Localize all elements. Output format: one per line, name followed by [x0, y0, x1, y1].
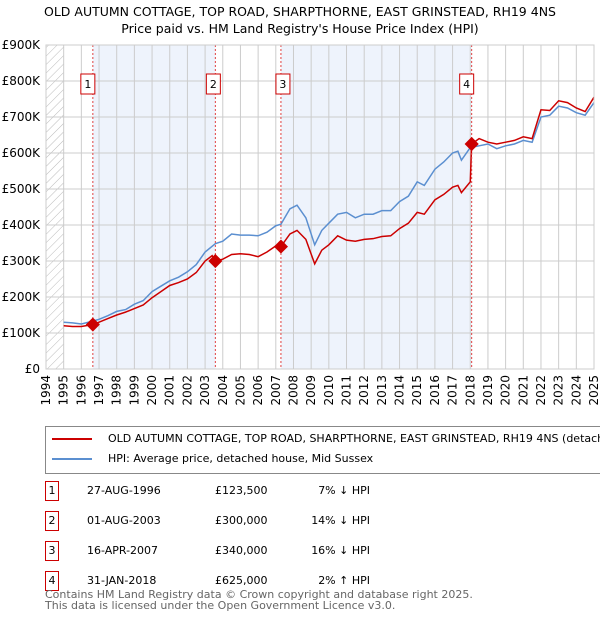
x-tick-label: 2011: [340, 375, 354, 406]
sale-point: [208, 253, 223, 269]
y-tick-label: £800K: [2, 74, 42, 88]
sale-label: 1: [84, 78, 91, 91]
sale-label: 3: [279, 78, 286, 91]
hpi-line: [63, 102, 595, 325]
sale-hpi-diff: 7% ↓ HPI: [318, 484, 370, 497]
x-tick-label: 1998: [110, 375, 124, 406]
x-tick-label: 2004: [216, 375, 230, 406]
footer: Contains HM Land Registry data © Crown c…: [45, 589, 473, 611]
y-tick-label: £400K: [2, 218, 42, 232]
sale-price: £340,000: [215, 544, 268, 557]
sale-period-shade: [92, 45, 216, 369]
x-tick-label: 2013: [375, 375, 389, 406]
sale-price: £123,500: [215, 484, 268, 497]
x-tick-label: 2024: [569, 375, 583, 406]
property-price-line: [63, 96, 595, 328]
pre-data-hatch: [46, 45, 64, 369]
legend: OLD AUTUMN COTTAGE, TOP ROAD, SHARPTHORN…: [45, 426, 600, 474]
sale-label-box: [275, 73, 291, 95]
y-tick-label: £600K: [2, 146, 42, 160]
y-tick-label: £0: [25, 362, 40, 376]
x-tick-label: 2012: [357, 375, 371, 406]
x-tick-label: 2003: [198, 375, 212, 406]
plot-frame: [45, 44, 595, 370]
y-tick-label: £200K: [2, 290, 42, 304]
x-tick-label: 2018: [463, 375, 477, 406]
x-tick-label: 2014: [393, 375, 407, 406]
sale-label-box: [459, 73, 475, 95]
x-tick-label: 2022: [534, 375, 548, 406]
x-tick-label: 1995: [57, 375, 71, 406]
sale-label: 4: [463, 78, 470, 91]
x-tick-label: 2009: [304, 375, 318, 406]
sale-row: 3 16-APR-2007 £340,000 16% ↓ HPI: [45, 541, 445, 561]
sale-date: 16-APR-2007: [87, 544, 159, 557]
y-tick-label: £700K: [2, 110, 42, 124]
sale-point: [273, 239, 289, 254]
x-tick-label: 2016: [428, 375, 442, 406]
x-tick-label: 2023: [552, 375, 566, 406]
x-tick-label: 2000: [145, 375, 159, 406]
sale-row: 4 31-JAN-2018 £625,000 2% ↑ HPI: [45, 571, 445, 591]
x-tick-label: 1999: [127, 375, 141, 406]
x-tick-label: 2020: [499, 375, 513, 406]
x-tick-label: 1997: [92, 375, 106, 406]
legend-red-line: [52, 437, 92, 440]
y-tick-label: £900K: [2, 38, 42, 52]
sale-date: 01-AUG-2003: [87, 514, 161, 527]
y-tick-label: £100K: [2, 326, 42, 340]
chart-title: OLD AUTUMN COTTAGE, TOP ROAD, SHARPTHORN…: [44, 4, 556, 19]
sale-price: £300,000: [215, 514, 268, 527]
sale-date: 27-AUG-1996: [87, 484, 161, 497]
sale-number: 2: [45, 511, 59, 531]
x-tick-label: 2017: [446, 375, 460, 406]
sale-hpi-diff: 16% ↓ HPI: [311, 544, 370, 557]
sale-number: 4: [45, 571, 59, 591]
footer-line2: This data is licensed under the Open Gov…: [45, 599, 396, 612]
sale-period-shade: [280, 45, 472, 369]
legend-property: OLD AUTUMN COTTAGE, TOP ROAD, SHARPTHORN…: [108, 432, 600, 445]
footer-line1: Contains HM Land Registry data © Crown c…: [45, 588, 473, 601]
x-tick-label: 2021: [516, 375, 530, 406]
sale-point: [85, 317, 100, 332]
y-tick-label: £300K: [2, 254, 42, 268]
price-chart: 1 2 3 4 1994 1995 1996 1997 1998 1999 2000 2001 2002…: [2, 38, 600, 406]
sale-label: 2: [210, 78, 217, 91]
x-tick-label: 2010: [322, 375, 336, 406]
sale-price: £625,000: [215, 574, 268, 587]
x-tick-label: 2005: [233, 375, 247, 406]
legend-hpi: HPI: Average price, detached house, Mid …: [108, 452, 374, 465]
sale-number: 3: [45, 541, 59, 561]
x-tick-label: 2002: [180, 375, 194, 406]
sale-row: 2 01-AUG-2003 £300,000 14% ↓ HPI: [45, 511, 445, 531]
sale-point: [464, 136, 479, 152]
x-tick-label: 2007: [269, 375, 283, 406]
x-tick-label: 2015: [410, 375, 424, 406]
sale-date: 31-JAN-2018: [87, 574, 157, 587]
sale-label-box: [80, 73, 96, 95]
y-tick-label: £500K: [2, 182, 42, 196]
sale-hpi-diff: 14% ↓ HPI: [311, 514, 370, 527]
sale-row: 1 27-AUG-1996 £123,500 7% ↓ HPI: [45, 481, 445, 501]
sale-number: 1: [45, 481, 59, 501]
x-tick-label: 1996: [74, 375, 88, 406]
x-tick-label: 1994: [39, 375, 53, 406]
sale-hpi-diff: 2% ↑ HPI: [318, 574, 370, 587]
chart-subtitle: Price paid vs. HM Land Registry's House …: [121, 21, 479, 36]
x-tick-label: 2019: [481, 375, 495, 406]
sale-label-box: [205, 73, 221, 95]
legend-blue-line: [52, 457, 92, 460]
x-tick-label: 2025: [587, 375, 600, 406]
x-tick-label: 2001: [163, 375, 177, 406]
x-tick-label: 2008: [286, 375, 300, 406]
x-tick-label: 2006: [251, 375, 265, 406]
